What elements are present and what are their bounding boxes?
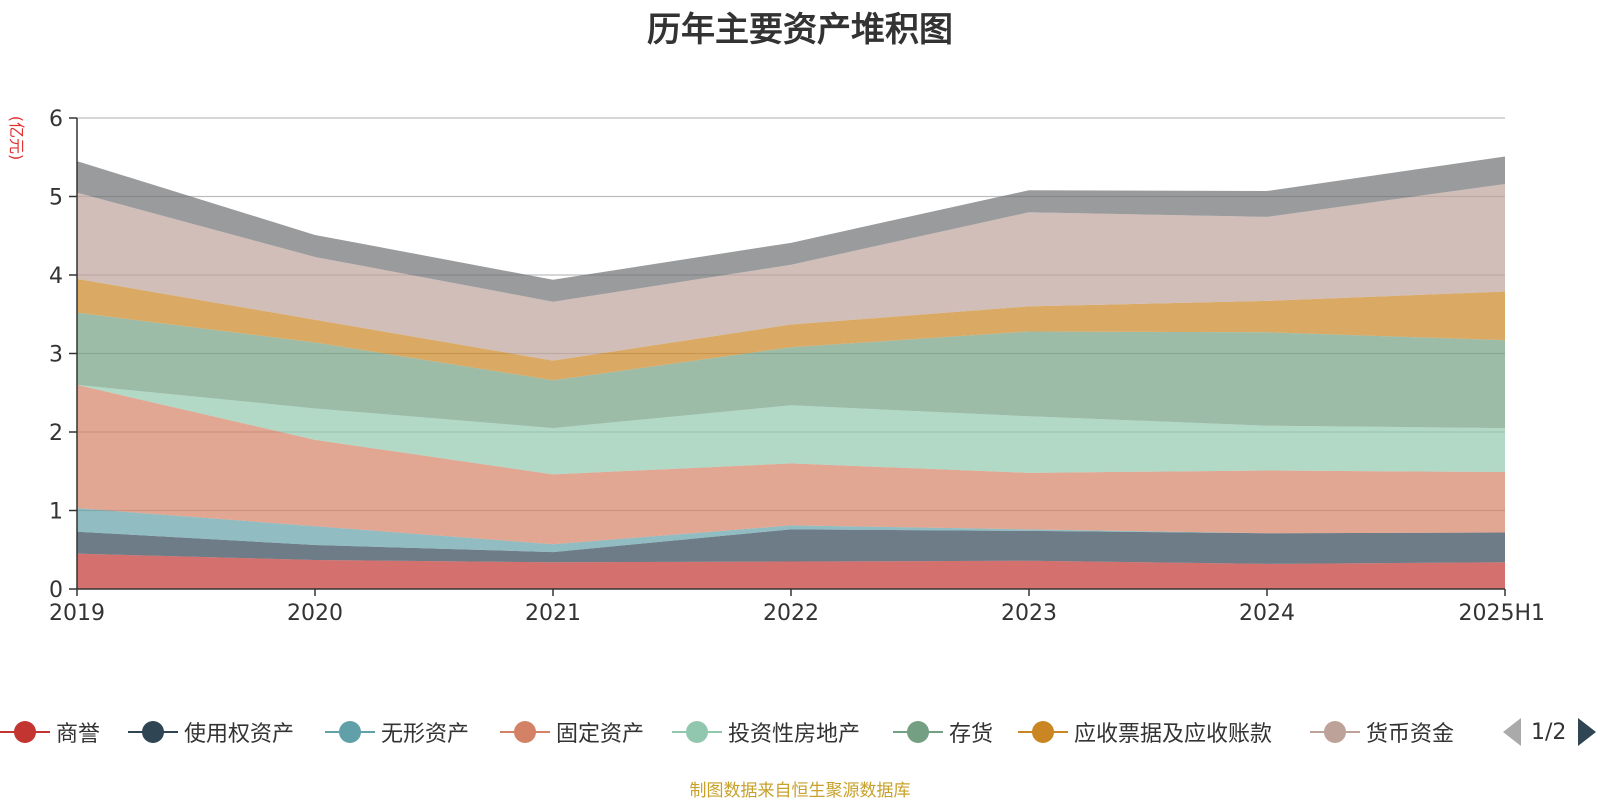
y-tick-label: 5 [49,186,63,211]
legend-label: 商誉 [56,722,101,747]
area-series [77,156,1505,589]
area-应收票据及应收账款 [77,278,1505,381]
legend-item-货币资金[interactable]: 货币资金 [1310,712,1454,752]
y-tick-label: 4 [49,264,63,289]
pager-next-icon[interactable] [1578,718,1597,746]
legend-label: 无形资产 [381,722,470,747]
x-tick-label: 2020 [287,601,343,626]
area-存货 [77,312,1505,429]
legend-item-应收票据及应收账款[interactable]: 应收票据及应收账款 [1018,712,1272,752]
legend-marker [1310,721,1360,743]
legend-pager: 1/2 [1503,712,1597,752]
area-其他 [77,156,1505,302]
chart-title: 历年主要资产堆积图 [647,10,953,50]
x-tick-label: 2025H1 [1458,601,1545,626]
pager-text: 1/2 [1531,719,1567,745]
legend-marker [325,721,375,743]
legend-item-使用权资产[interactable]: 使用权资产 [128,712,294,752]
y-tick-label: 6 [49,107,63,132]
legend-marker [1018,721,1068,743]
x-tick-label: 2021 [525,601,581,626]
pager-prev-icon[interactable] [1503,718,1521,746]
area-投资性房地产 [77,384,1505,475]
area-无形资产 [77,508,1505,553]
legend-label: 存货 [949,722,994,747]
x-tick-label: 2019 [49,601,105,626]
area-货币资金 [77,183,1505,361]
legend: 商誉 使用权资产 无形资产 固定资产 投资性房地产 存货 应收票据及应收账款 货… [0,712,1600,752]
legend-marker [0,721,50,743]
stacked-area-chart: 0 1 2 3 4 5 6 2019 2020 2021 2022 2023 2024 2025H1 [49,107,1545,626]
legend-item-商誉[interactable]: 商誉 [0,712,100,752]
y-tick-label: 3 [49,343,63,368]
source-note: 制图数据来自恒生聚源数据库 [689,781,911,801]
tick-labels: 0 1 2 3 4 5 6 2019 2020 2021 2022 2023 2024 2025H1 [49,107,1545,626]
legend-item-固定资产[interactable]: 固定资产 [500,712,644,752]
area-固定资产 [77,384,1505,545]
legend-label: 投资性房地产 [728,722,861,747]
x-tick-label: 2022 [763,601,819,626]
legend-item-存货[interactable]: 存货 [893,712,993,752]
y-tick-label: 2 [49,421,63,446]
y-tick-label: 0 [49,578,63,603]
legend-marker [128,721,178,743]
axes [69,117,1506,596]
y-tick-label: 1 [49,500,63,525]
legend-label: 应收票据及应收账款 [1074,722,1273,747]
legend-marker [893,721,943,743]
legend-label: 固定资产 [556,722,645,747]
legend-label: 使用权资产 [184,722,295,747]
area-使用权资产 [77,529,1505,564]
legend-label: 货币资金 [1366,722,1455,747]
legend-marker [672,721,722,743]
legend-item-投资性房地产[interactable]: 投资性房地产 [672,712,860,752]
legend-clip: 货币资金 [1300,712,1484,752]
area-商誉 [77,553,1505,589]
x-tick-label: 2023 [1001,601,1057,626]
x-tick-label: 2024 [1239,601,1295,626]
legend-marker [500,721,550,743]
legend-item-无形资产[interactable]: 无形资产 [325,712,469,752]
